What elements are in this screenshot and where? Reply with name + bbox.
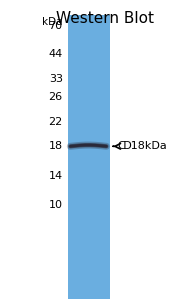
Text: kDa: kDa — [42, 17, 63, 27]
Text: 33: 33 — [49, 74, 63, 83]
Text: 26: 26 — [49, 92, 63, 102]
Text: 22: 22 — [48, 117, 63, 127]
Text: 10: 10 — [49, 200, 63, 210]
Text: 14: 14 — [49, 171, 63, 180]
Text: Western Blot: Western Blot — [55, 11, 154, 26]
Text: ↀ18kDa: ↀ18kDa — [118, 141, 168, 151]
Bar — [68, 15, 110, 299]
Text: 70: 70 — [49, 21, 63, 31]
Text: 44: 44 — [48, 49, 63, 59]
Text: 18: 18 — [49, 141, 63, 151]
